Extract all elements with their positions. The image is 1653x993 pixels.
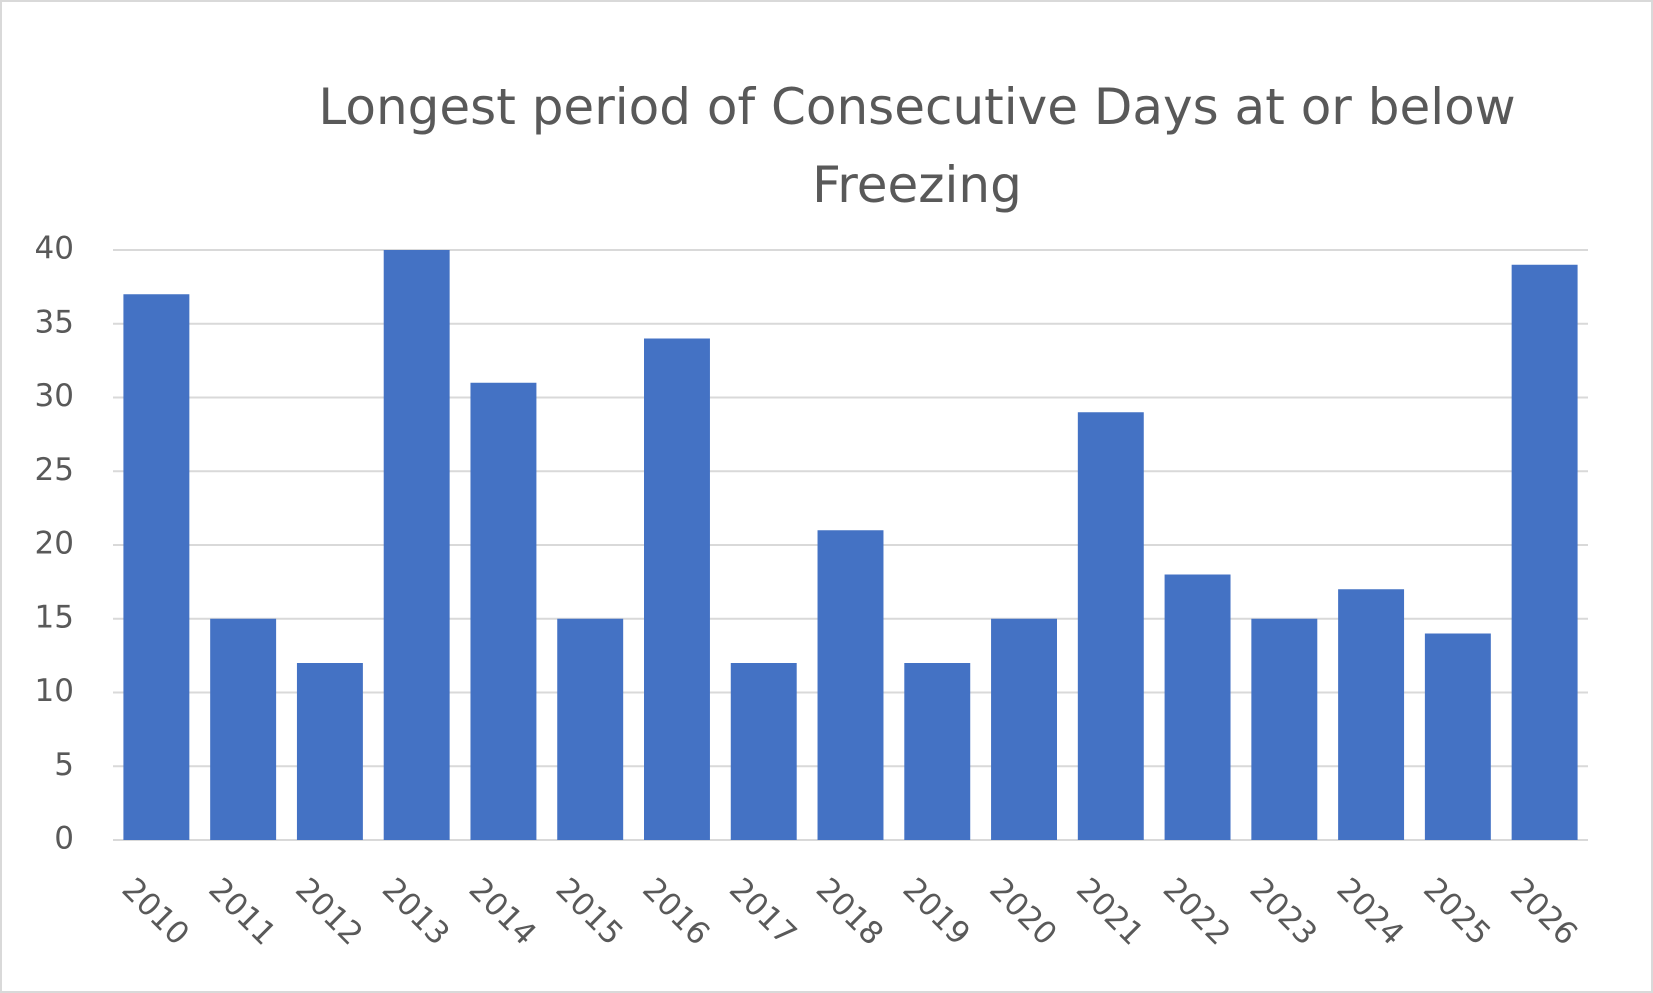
y-tick-label: 20: [35, 526, 74, 562]
bar: [904, 663, 971, 840]
bar: [1424, 633, 1491, 840]
bar: [644, 338, 710, 840]
x-tick-label: 2014: [462, 871, 543, 952]
bar: [557, 618, 624, 840]
y-tick-label: 15: [35, 599, 74, 635]
x-tick-label: 2015: [549, 871, 630, 952]
y-tick-label: 0: [54, 821, 74, 857]
y-tick-label: 25: [35, 452, 74, 488]
y-tick-label: 35: [35, 304, 74, 340]
y-tick-label: 10: [35, 673, 74, 709]
bar: [1511, 264, 1578, 840]
x-tick-label: 2024: [1329, 871, 1410, 952]
x-tick-label: 2011: [201, 871, 282, 952]
x-tick-label: 2020: [982, 871, 1063, 952]
x-tick-label: 2019: [896, 871, 977, 952]
x-tick-label: 2018: [809, 871, 890, 952]
bar: [296, 663, 363, 840]
bar: [383, 250, 450, 840]
x-tick-label: 2021: [1069, 871, 1150, 952]
y-tick-label: 5: [54, 747, 74, 783]
x-tick-label: 2023: [1243, 871, 1324, 952]
chart-title: Longest period of Consecutive Days at or…: [318, 78, 1516, 214]
bar: [817, 530, 884, 840]
y-tick-label: 40: [35, 231, 74, 267]
bar: [991, 618, 1057, 840]
bar: [470, 382, 537, 840]
bar: [730, 663, 797, 840]
bar: [1164, 574, 1231, 840]
bar: [1338, 589, 1405, 840]
x-tick-label: 2026: [1503, 871, 1584, 952]
x-tick-label: 2025: [1416, 871, 1497, 952]
x-tick-label: 2016: [635, 871, 716, 952]
bar: [1251, 618, 1318, 840]
x-tick-label: 2017: [722, 871, 803, 952]
y-tick-label: 30: [35, 378, 74, 414]
x-tick-label: 2013: [375, 871, 456, 952]
x-tick-label: 2022: [1156, 871, 1237, 952]
bar: [123, 294, 190, 840]
bar: [210, 618, 277, 840]
x-tick-label: 2010: [115, 871, 196, 952]
bar: [1077, 412, 1144, 840]
x-tick-label: 2012: [288, 871, 369, 952]
